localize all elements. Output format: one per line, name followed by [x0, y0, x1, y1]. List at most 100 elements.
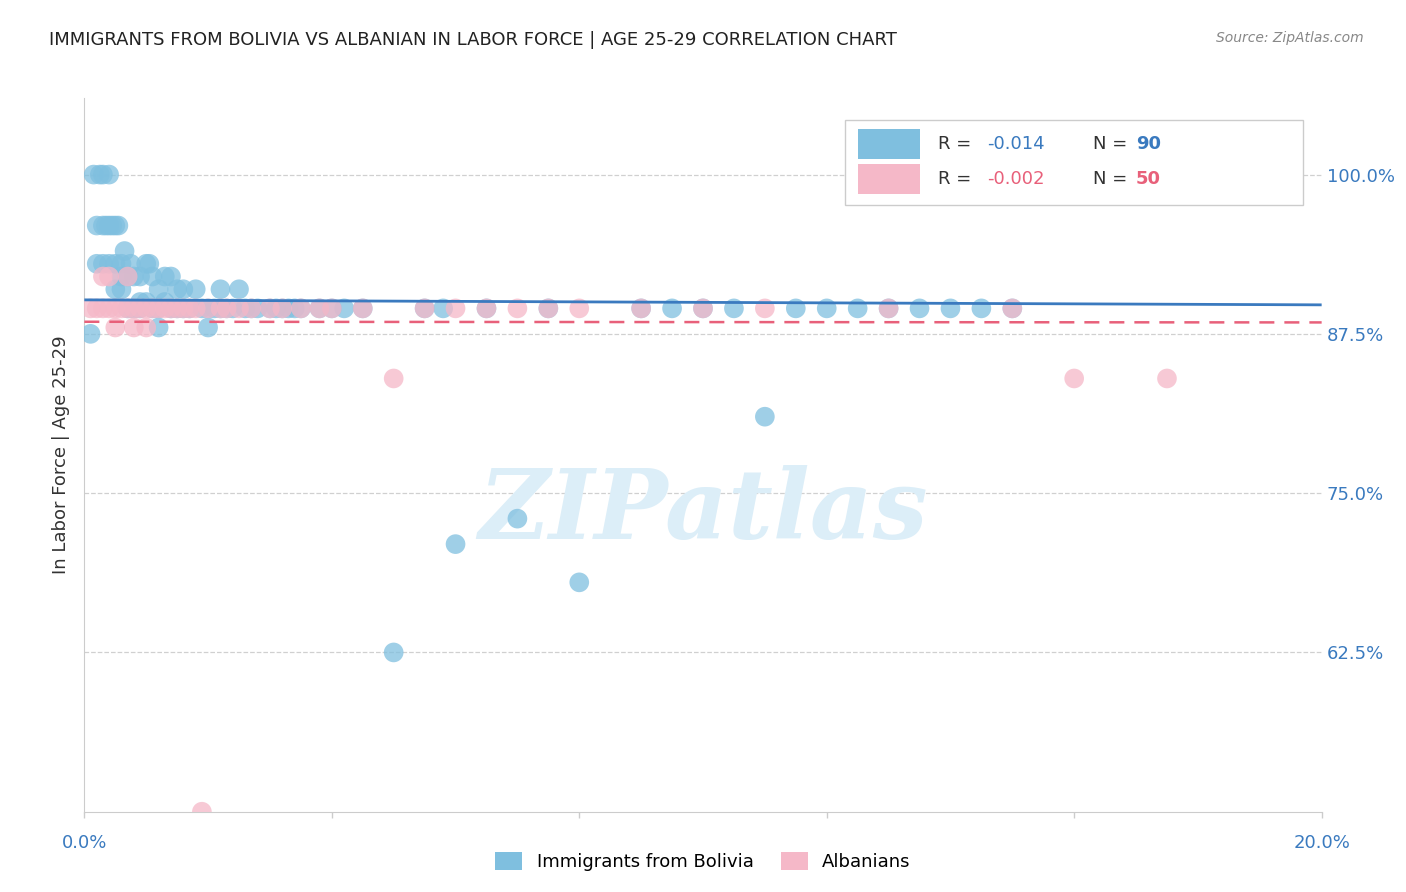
- Point: [141, 301, 163, 316]
- Point: [240, 301, 263, 316]
- Point: [179, 301, 201, 316]
- Point: [908, 301, 931, 316]
- Point: [506, 301, 529, 316]
- Point: [129, 269, 152, 284]
- Point: [104, 219, 127, 233]
- Text: -0.002: -0.002: [987, 170, 1045, 188]
- Point: [382, 371, 405, 385]
- Point: [352, 301, 374, 316]
- Point: [1063, 371, 1085, 385]
- Point: [271, 301, 294, 316]
- Point: [122, 320, 145, 334]
- Point: [692, 301, 714, 316]
- Point: [98, 168, 121, 182]
- Point: [117, 269, 139, 284]
- Point: [166, 301, 188, 316]
- Point: [754, 409, 776, 424]
- Point: [785, 301, 807, 316]
- Point: [79, 301, 101, 316]
- Point: [153, 269, 176, 284]
- Point: [135, 295, 157, 310]
- Point: [444, 537, 467, 551]
- Point: [172, 282, 194, 296]
- Point: [89, 168, 111, 182]
- Point: [160, 301, 183, 316]
- Point: [475, 301, 498, 316]
- Point: [172, 301, 194, 316]
- Point: [209, 301, 232, 316]
- Point: [264, 301, 287, 316]
- Point: [91, 219, 114, 233]
- Point: [630, 301, 652, 316]
- Point: [197, 301, 219, 316]
- Point: [153, 301, 176, 316]
- Point: [197, 301, 219, 316]
- Point: [148, 320, 170, 334]
- Point: [723, 301, 745, 316]
- Point: [506, 511, 529, 525]
- Point: [308, 301, 330, 316]
- Point: [122, 269, 145, 284]
- Point: [91, 269, 114, 284]
- Point: [197, 320, 219, 334]
- Point: [104, 320, 127, 334]
- Point: [284, 301, 307, 316]
- Point: [91, 301, 114, 316]
- Point: [98, 269, 121, 284]
- Point: [129, 295, 152, 310]
- Point: [475, 301, 498, 316]
- Point: [79, 326, 101, 341]
- Text: 50: 50: [1136, 170, 1161, 188]
- Point: [91, 257, 114, 271]
- Text: N =: N =: [1092, 135, 1133, 153]
- Point: [135, 257, 157, 271]
- Point: [122, 301, 145, 316]
- Point: [537, 301, 560, 316]
- Point: [228, 282, 250, 296]
- Point: [692, 301, 714, 316]
- Point: [537, 301, 560, 316]
- Point: [228, 301, 250, 316]
- Point: [107, 219, 129, 233]
- Point: [815, 301, 838, 316]
- Point: [271, 301, 294, 316]
- Point: [83, 168, 105, 182]
- Point: [86, 301, 108, 316]
- Text: Source: ZipAtlas.com: Source: ZipAtlas.com: [1216, 31, 1364, 45]
- Y-axis label: In Labor Force | Age 25-29: In Labor Force | Age 25-29: [52, 335, 70, 574]
- Point: [1001, 301, 1024, 316]
- Point: [98, 219, 121, 233]
- Point: [153, 295, 176, 310]
- Point: [259, 301, 281, 316]
- Point: [661, 301, 683, 316]
- Text: ZIPatlas: ZIPatlas: [478, 465, 928, 559]
- FancyBboxPatch shape: [858, 164, 920, 194]
- Point: [98, 301, 121, 316]
- Point: [110, 282, 132, 296]
- Point: [290, 301, 312, 316]
- Point: [101, 219, 124, 233]
- Text: 0.0%: 0.0%: [62, 834, 107, 852]
- Point: [209, 301, 232, 316]
- Point: [110, 301, 132, 316]
- Point: [160, 301, 183, 316]
- Point: [110, 269, 132, 284]
- Text: 90: 90: [1136, 135, 1161, 153]
- Point: [141, 301, 163, 316]
- Point: [120, 257, 142, 271]
- Point: [444, 301, 467, 316]
- Point: [98, 257, 121, 271]
- Point: [754, 301, 776, 316]
- Point: [184, 282, 207, 296]
- Point: [148, 282, 170, 296]
- Point: [148, 301, 170, 316]
- Point: [138, 257, 160, 271]
- Point: [215, 301, 238, 316]
- Point: [413, 301, 436, 316]
- Point: [308, 301, 330, 316]
- Point: [141, 269, 163, 284]
- Point: [104, 301, 127, 316]
- Point: [91, 168, 114, 182]
- Point: [259, 301, 281, 316]
- Point: [233, 301, 256, 316]
